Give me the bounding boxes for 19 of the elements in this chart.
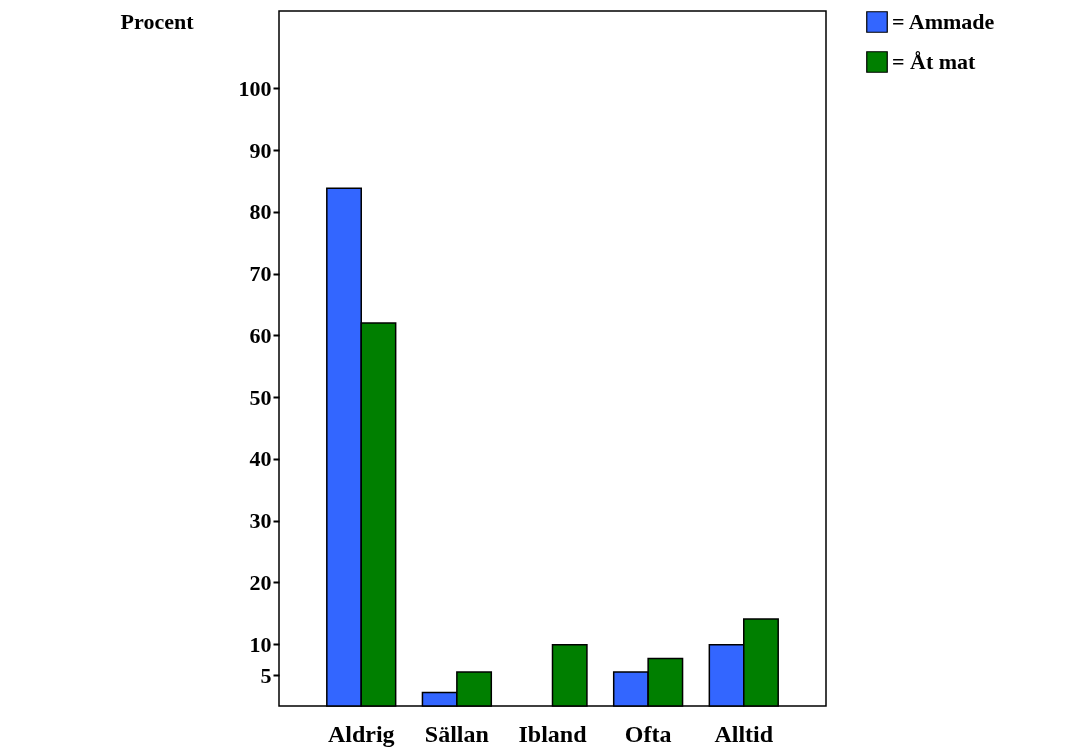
y-tick-label: 100 — [238, 75, 272, 101]
x-tick-label: Ofta — [624, 720, 672, 747]
legend-label: = Ammade — [892, 9, 995, 34]
x-tick-label: Ibland — [518, 720, 588, 747]
y-tick-label: 5 — [260, 662, 272, 688]
y-tick-label: 70 — [249, 261, 272, 287]
x-tick-label: Aldrig — [327, 720, 395, 747]
y-tick-label: 20 — [249, 569, 272, 595]
y-tick-label: 90 — [249, 137, 272, 163]
y-tick-label: 40 — [249, 446, 272, 472]
y-axis-title: Procent — [120, 8, 195, 34]
y-tick-label: 60 — [249, 322, 272, 348]
legend-label: = Åt mat — [892, 49, 977, 74]
y-tick-label: 30 — [249, 508, 272, 534]
y-tick-label: 10 — [249, 631, 272, 657]
x-tick-label: Sällan — [424, 720, 489, 747]
x-tick-label: Alltid — [714, 720, 774, 747]
y-tick-label: 80 — [249, 199, 272, 225]
y-tick-label: 50 — [249, 384, 272, 410]
